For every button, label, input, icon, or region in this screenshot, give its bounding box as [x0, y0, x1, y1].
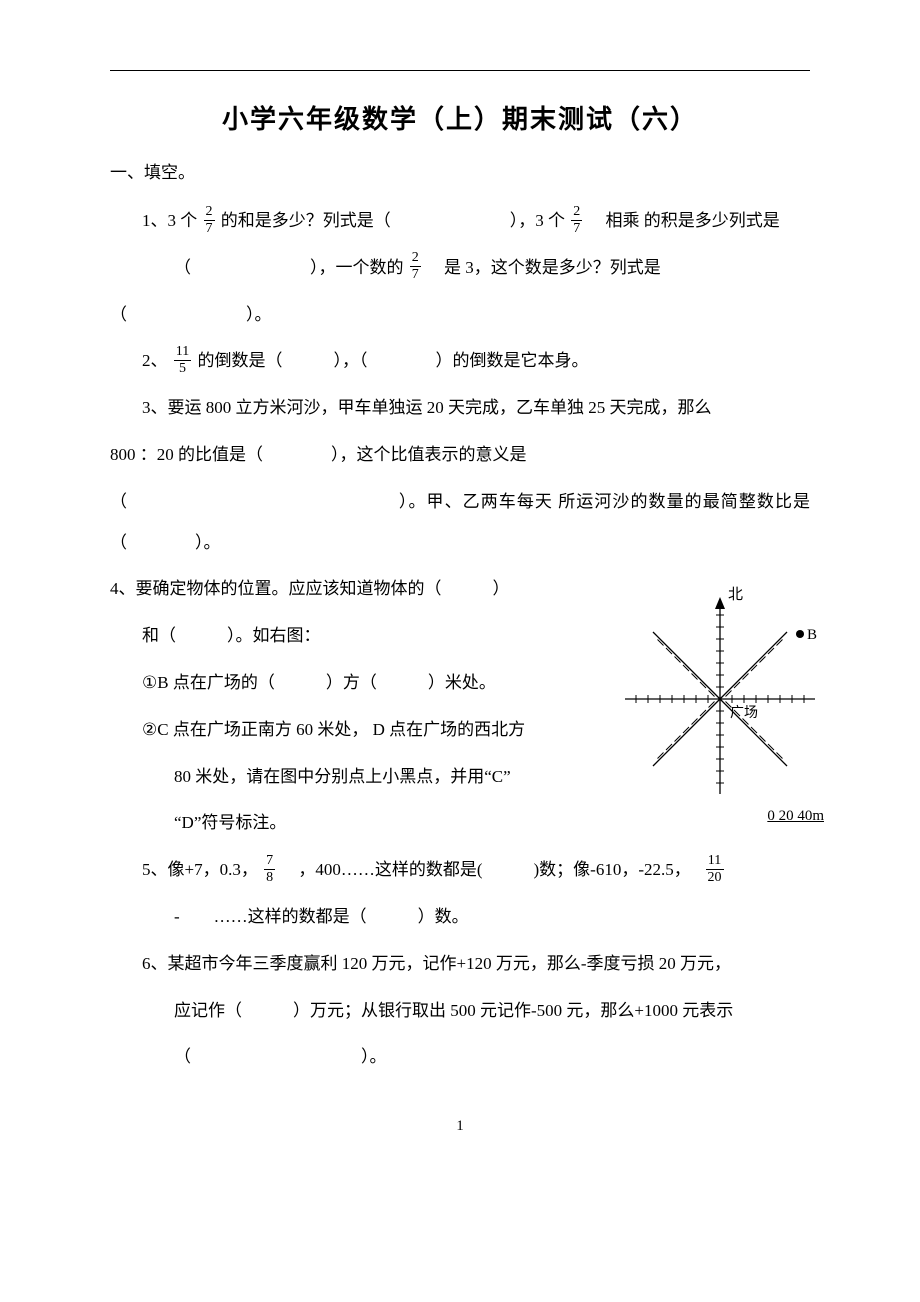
fraction-numerator: 11 [174, 345, 191, 361]
q1-text-c: 相乘 的积是多少列式是 [589, 211, 780, 230]
fraction-denominator: 20 [706, 870, 724, 885]
q4-line5: 80 米处，请在图中分别点上小黑点，并用“C” [110, 757, 634, 798]
scale-bar: 0 20 40m [600, 808, 830, 825]
q6-line1: 6、某超市今年三季度赢利 120 万元，记作+120 万元，那么-季度亏损 20… [110, 944, 810, 985]
q3-line2: 800 ：20 的比值是（ ），这个比值表示的意义是 [110, 435, 810, 476]
fraction-denominator: 7 [410, 267, 421, 282]
q4-line1: 4、要确定物体的位置。应应该知道物体的（ ） [110, 569, 570, 610]
q1-text-2a: （ ），一个数的 [174, 258, 404, 277]
q5-text-b: ，400……这样的数都是( )数；像-610，-22.5， [281, 860, 699, 879]
q1-text-b: 的和是多少？列式是（ ），3 个 [221, 211, 565, 230]
fraction-2-7: 2 7 [204, 205, 215, 236]
q4-line3: ①B 点在广场的（ ）方（ ）米处。 [110, 663, 602, 704]
compass-svg: B 北 广场 [600, 569, 820, 799]
fraction-denominator: 7 [204, 221, 215, 236]
q1-line2: （ ），一个数的 2 7 是 3，这个数是多少？列式是 [110, 248, 810, 289]
q2-text-a: 2、 [142, 351, 168, 370]
fraction-11-5: 11 5 [174, 345, 191, 376]
fraction-denominator: 7 [571, 221, 582, 236]
q1-line1: 1、3 个 2 7 的和是多少？列式是（ ），3 个 2 7 相乘 的积是多少列… [110, 201, 810, 242]
center-label: 广场 [730, 705, 758, 721]
q4-line2: 和（ ）。如右图： [110, 616, 602, 657]
page-number: 1 [110, 1118, 810, 1135]
q5-text-a: 5、像+7，0.3， [142, 860, 258, 879]
fraction-numerator: 7 [264, 854, 275, 870]
section-1-heading: 一、填空。 [110, 158, 810, 183]
q1-text-a: 1、3 个 [142, 211, 202, 230]
q3-line1: 3、要运 800 立方米河沙，甲车单独运 20 天完成，乙车单独 25 天完成，… [110, 388, 810, 429]
q4-block: B 北 广场 0 20 40m 4、要确定物体的位置。应应该知道物体的（ ） 和… [110, 569, 810, 844]
page-title: 小学六年级数学（上）期末测试（六） [110, 99, 810, 136]
q1-text-2b: 是 3，这个数是多少？列式是 [427, 258, 661, 277]
fraction-denominator: 5 [174, 361, 191, 376]
q2-line: 2、 11 5 的倒数是（ ），（ ）的倒数是它本身。 [110, 341, 810, 382]
q5-line1: 5、像+7，0.3， 7 8 ，400……这样的数都是( )数；像-610，-2… [110, 850, 810, 891]
fraction-2-7: 2 7 [410, 251, 421, 282]
fraction-numerator: 11 [706, 854, 724, 870]
q2-text-b: 的倒数是（ ），（ ）的倒数是它本身。 [197, 351, 588, 370]
fraction-2-7: 2 7 [571, 205, 582, 236]
fraction-denominator: 8 [264, 870, 275, 885]
q4-line4: ②C 点在广场正南方 60 米处， D 点在广场的西北方 [110, 710, 602, 751]
q5-line2: - ……这样的数都是（ ）数。 [110, 897, 810, 938]
point-b-dot [796, 630, 804, 638]
q1-line3: （ ）。 [110, 295, 810, 336]
page: 小学六年级数学（上）期末测试（六） 一、填空。 1、3 个 2 7 的和是多少？… [0, 0, 920, 1165]
q3-line3: （ ）。甲、乙两车每天 所运河沙的数量的最简整数比是（ ）。 [110, 482, 810, 564]
fraction-numerator: 2 [571, 205, 582, 221]
top-rule [110, 70, 810, 71]
fraction-numerator: 2 [204, 205, 215, 221]
fraction-11-20: 11 20 [706, 854, 724, 885]
compass-figure: B 北 广场 0 20 40m [600, 569, 830, 825]
fraction-numerator: 2 [410, 251, 421, 267]
q4-line6: “D”符号标注。 [110, 803, 634, 844]
scale-text: 0 20 40m [767, 808, 824, 824]
fraction-7-8: 7 8 [264, 854, 275, 885]
q6-line2: 应记作（ ）万元；从银行取出 500 元记作-500 元，那么+1000 元表示 [110, 991, 810, 1032]
north-label: 北 [728, 586, 743, 603]
q6-line3: （ ）。 [110, 1037, 810, 1078]
point-b-label: B [807, 627, 817, 643]
